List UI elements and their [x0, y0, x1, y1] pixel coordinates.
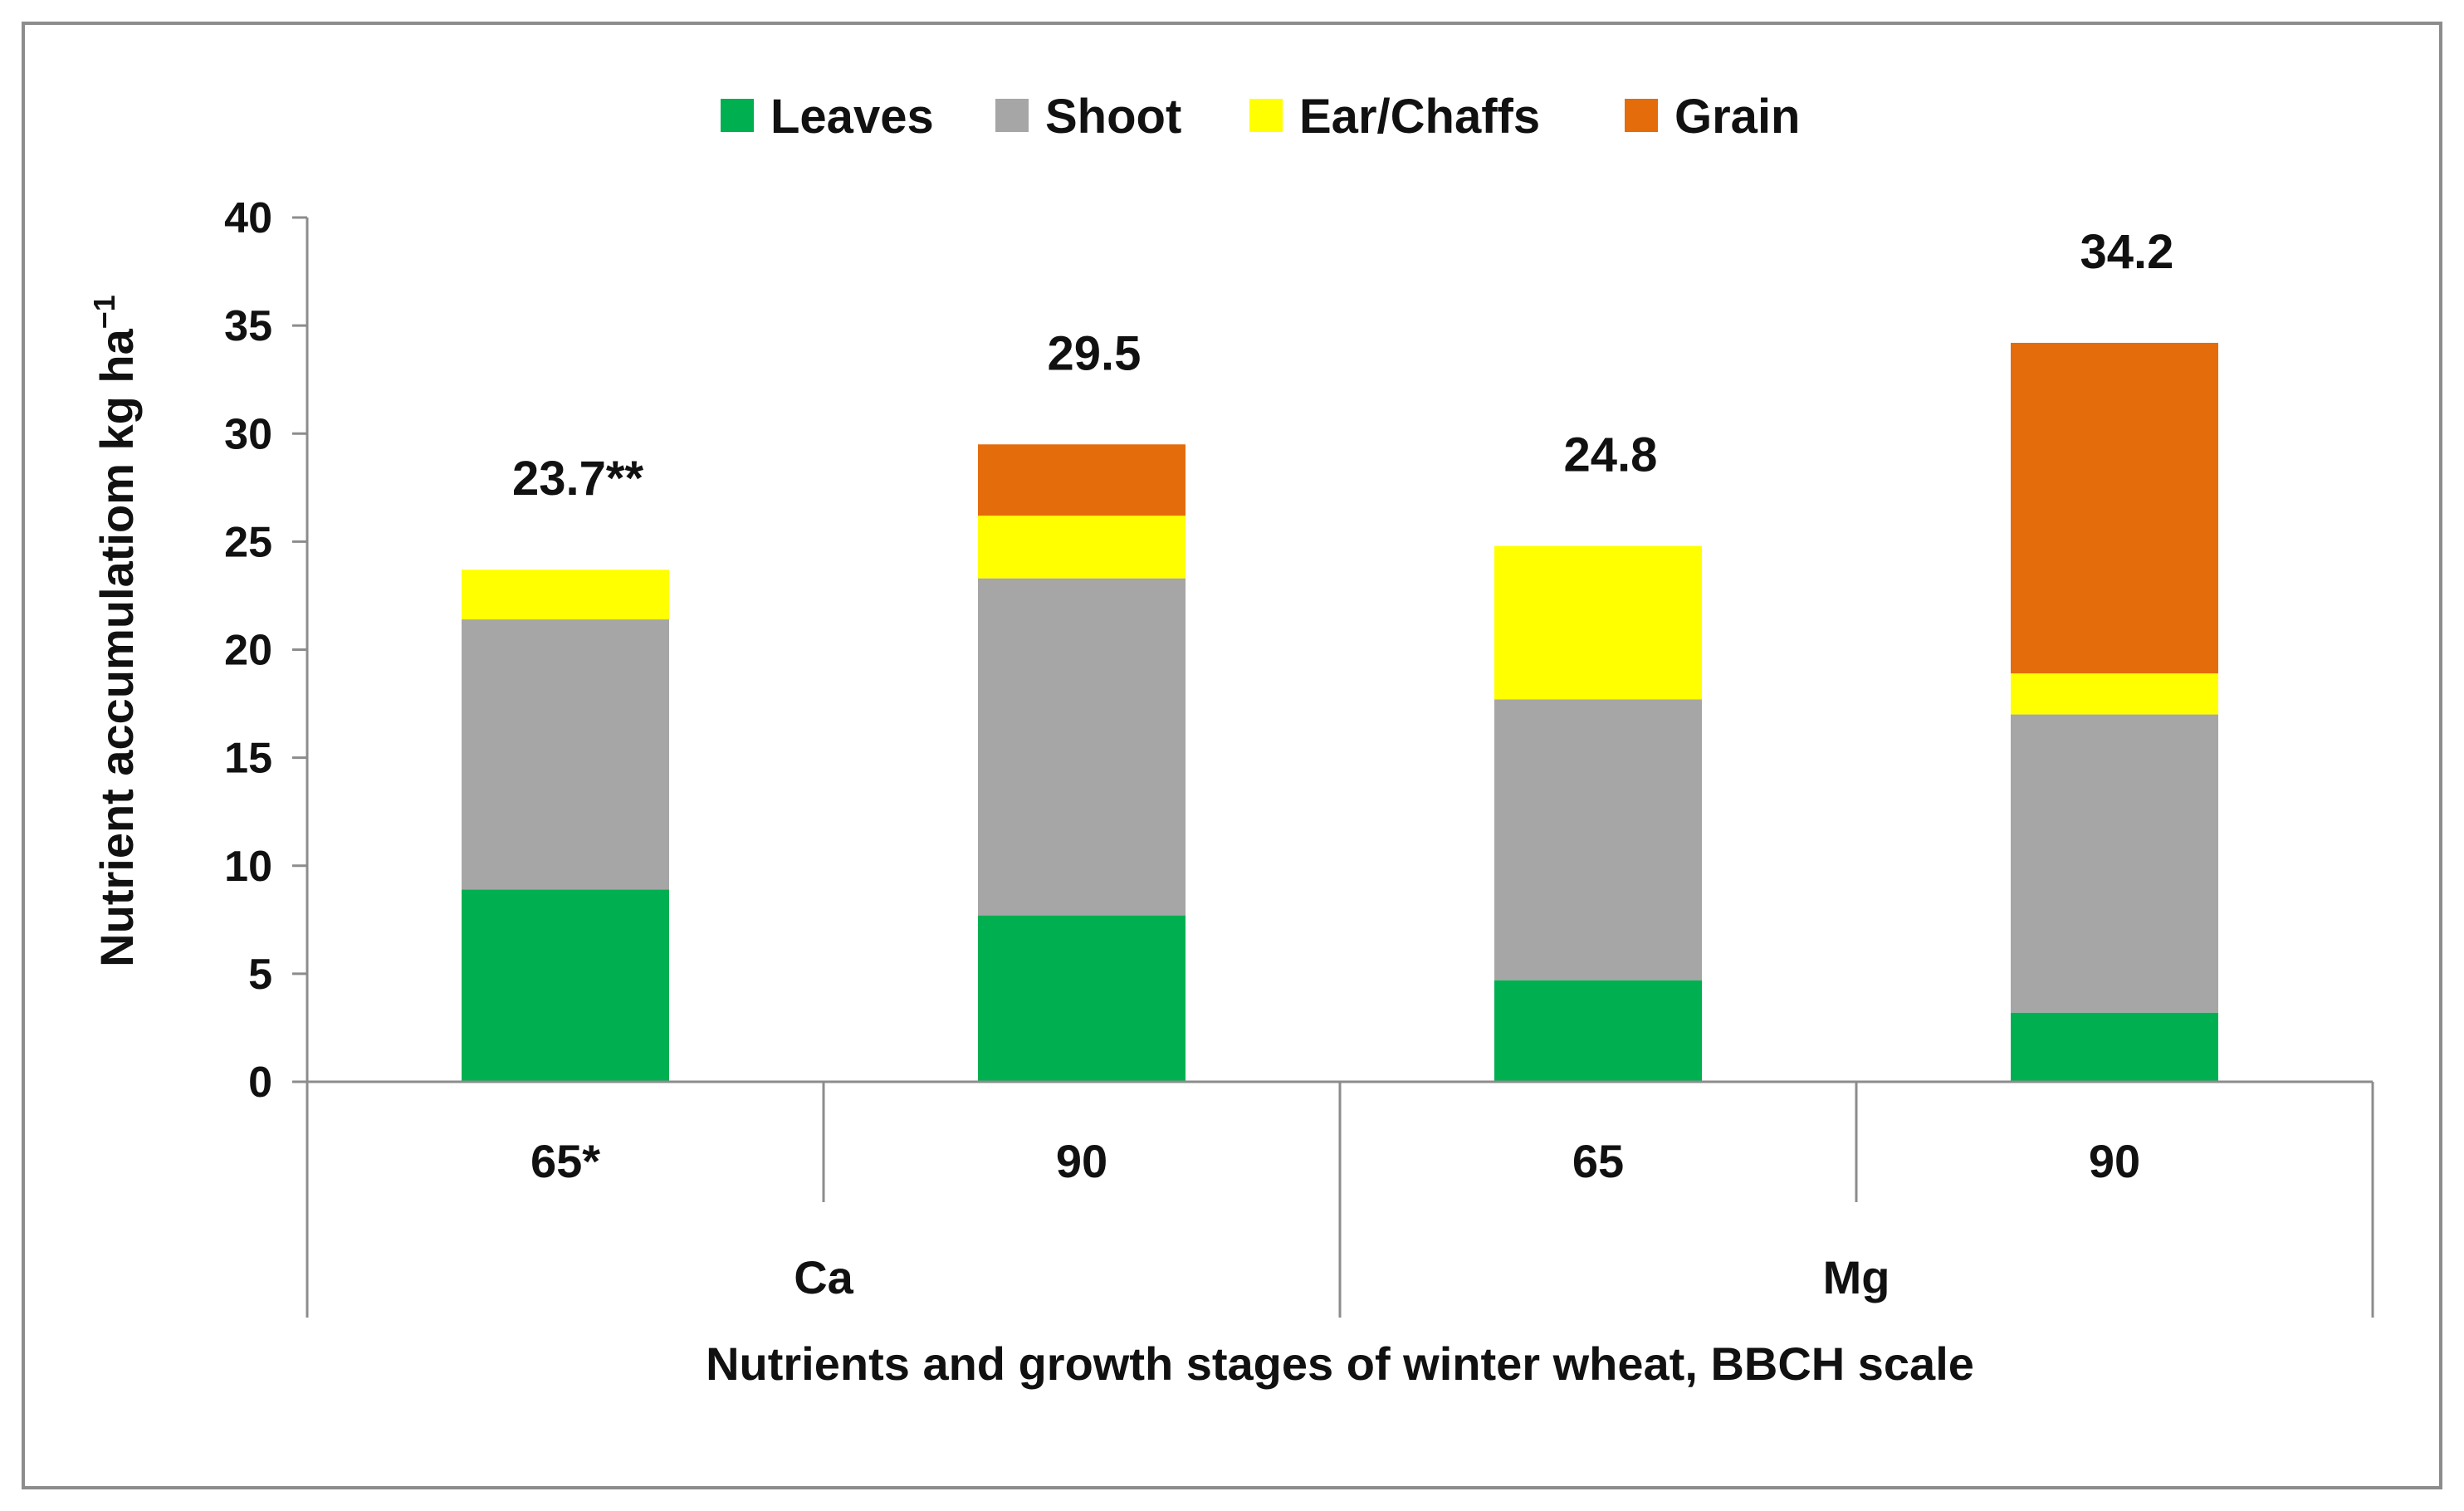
- y-tick-label: 35: [224, 302, 272, 350]
- legend-label-shoot: Shoot: [1045, 90, 1181, 144]
- x-axis: 65* 90 65 90 Ca Mg: [306, 1080, 2374, 1318]
- y-axis-title: Nutrient accumulatiom kg ha−1: [87, 295, 143, 967]
- y-axis: 0 5 10 15 20 25 30 35 40: [224, 194, 309, 1107]
- total-label: 23.7**: [512, 452, 643, 506]
- bar-grain-4: [2011, 342, 2218, 674]
- y-tick-label: 20: [224, 627, 272, 675]
- x-group-label-mg: Mg: [1823, 1251, 1890, 1303]
- x-category-label: 65*: [530, 1135, 600, 1187]
- total-label: 29.5: [1048, 326, 1142, 380]
- y-tick-label: 30: [224, 410, 272, 458]
- y-tick-label: 40: [224, 194, 272, 242]
- bar-shoot-4: [2011, 714, 2218, 1013]
- total-label: 24.8: [1564, 428, 1658, 482]
- legend: Leaves Shoot Ear/Chaffs Grain: [721, 90, 1801, 144]
- y-axis-title-text: Nutrient accumulatiom kg ha: [90, 328, 143, 966]
- bar-ear-chaffs-1: [462, 570, 669, 620]
- y-tick-label: 0: [248, 1059, 272, 1107]
- y-tick-label: 25: [224, 518, 272, 566]
- legend-label-ear-chaffs: Ear/Chaffs: [1299, 90, 1540, 144]
- bar-leaves-3: [1494, 980, 1702, 1082]
- x-axis-title: Nutrients and growth stages of winter wh…: [706, 1337, 1974, 1390]
- bar-ear-chaffs-2: [978, 516, 1186, 579]
- x-category-label: 90: [2089, 1135, 2140, 1187]
- bar-leaves-1: [462, 889, 669, 1082]
- bar-ear-chaffs-3: [1494, 545, 1702, 700]
- bar-shoot-3: [1494, 699, 1702, 980]
- y-tick-label: 10: [224, 843, 272, 891]
- legend-swatch-ear-chaffs: [1249, 99, 1283, 132]
- bar-leaves-2: [978, 915, 1186, 1082]
- y-axis-title-exponent: −1: [87, 295, 121, 329]
- bar-leaves-4: [2011, 1012, 2218, 1082]
- bar-shoot-2: [978, 578, 1186, 916]
- x-category-label: 90: [1056, 1135, 1107, 1187]
- y-tick-label: 5: [248, 951, 272, 999]
- bars: [462, 342, 2218, 1082]
- total-labels: 23.7** 29.5 24.8 34.2: [512, 225, 2173, 506]
- bar-shoot-1: [462, 619, 669, 890]
- legend-swatch-leaves: [721, 99, 754, 132]
- x-group-label-ca: Ca: [794, 1251, 853, 1303]
- legend-label-grain: Grain: [1674, 90, 1801, 144]
- bar-ear-chaffs-4: [2011, 673, 2218, 715]
- legend-swatch-grain: [1625, 99, 1658, 132]
- legend-label-leaves: Leaves: [770, 90, 934, 144]
- bar-grain-2: [978, 444, 1186, 516]
- total-label: 34.2: [2080, 225, 2174, 279]
- x-category-label: 65: [1572, 1135, 1624, 1187]
- y-tick-label: 15: [224, 735, 272, 783]
- legend-swatch-shoot: [995, 99, 1029, 132]
